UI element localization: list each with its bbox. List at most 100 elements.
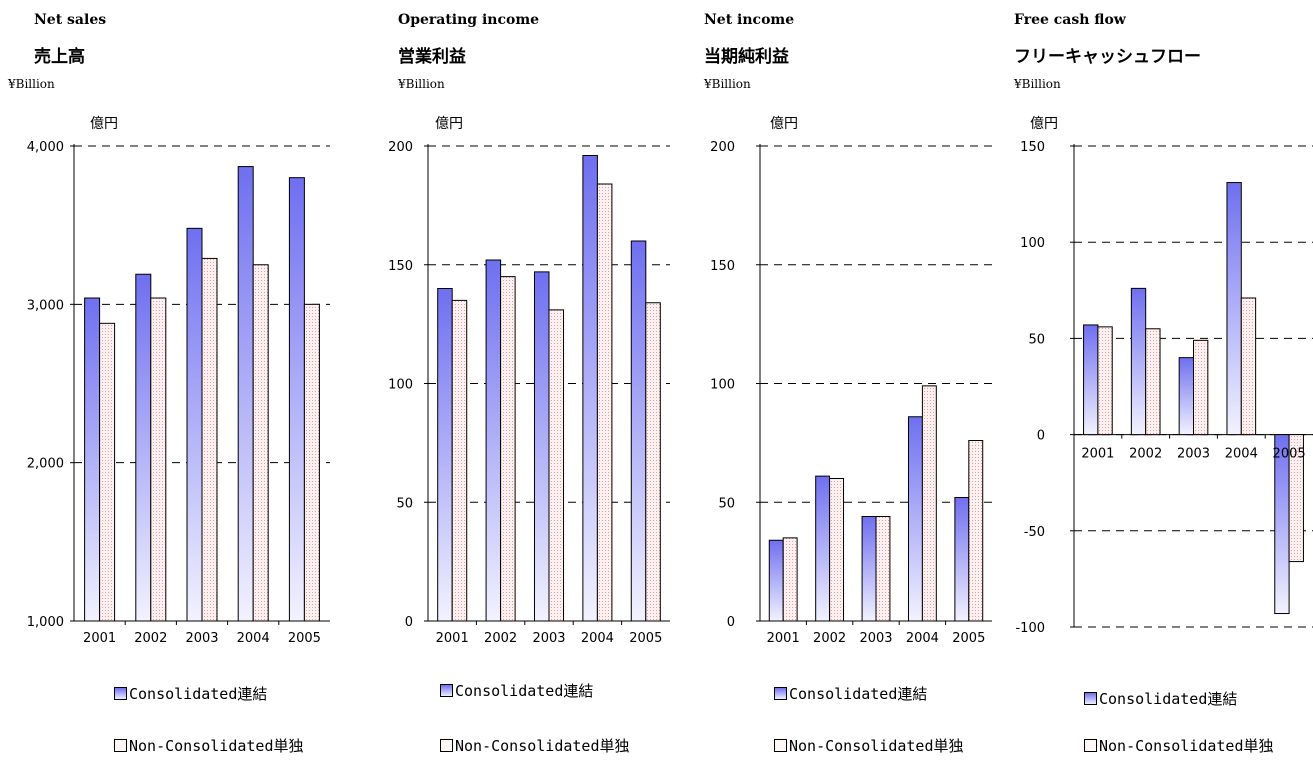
y-tick-label: 0 xyxy=(1037,429,1045,444)
legend-swatch-consolidated xyxy=(440,684,453,697)
bar-consolidated xyxy=(186,227,203,622)
chart-title-jp: 営業利益 xyxy=(398,47,466,67)
bar-consolidated xyxy=(907,416,923,622)
chart-title-jp: フリーキャッシュフロー xyxy=(1014,47,1201,67)
free-cash-flow-panel: Free cash flow フリーキャッシュフロー ¥Billion 億円 -1… xyxy=(1000,0,1313,760)
x-tick-label: 2005 xyxy=(1273,447,1306,462)
x-tick-label: 2001 xyxy=(767,631,800,646)
x-tick-label: 2005 xyxy=(288,631,321,646)
axis-unit-label: 億円 xyxy=(1030,116,1058,132)
y-tick-label: 1,000 xyxy=(27,615,64,630)
y-tick-label: -100 xyxy=(1015,621,1045,636)
net-sales-panel: Net sales 売上高 ¥Billion 億円 1,000 2,000 3,000… xyxy=(0,0,380,760)
legend-swatch-non-consolidated xyxy=(1084,739,1097,752)
y-tick-label: 200 xyxy=(710,140,735,155)
y-tick-label: 100 xyxy=(388,378,413,393)
bar-non-consolidated xyxy=(1097,326,1113,436)
bar-non-consolidated xyxy=(921,385,937,622)
bar-non-consolidated xyxy=(596,183,613,622)
axis-unit-label: 億円 xyxy=(770,116,798,132)
y-tick-label: 50 xyxy=(718,496,735,511)
bar-non-consolidated xyxy=(548,309,565,622)
bar-non-consolidated xyxy=(1288,434,1304,563)
legend-consolidated: Consolidated連結 xyxy=(440,680,593,701)
bar-consolidated xyxy=(485,259,502,622)
legend-label: Non-Consolidated単独 xyxy=(455,737,630,755)
bar-non-consolidated xyxy=(252,264,269,622)
chart-title-en: Net income xyxy=(704,12,795,28)
legend-swatch-non-consolidated xyxy=(114,739,127,752)
legend-label: Consolidated連結 xyxy=(1099,690,1238,708)
legend-non-consolidated: Non-Consolidated単独 xyxy=(440,735,630,756)
bar-non-consolidated xyxy=(150,297,167,622)
bar-consolidated xyxy=(768,539,784,622)
legend-label: Consolidated連結 xyxy=(455,682,594,700)
y-tick-label: -50 xyxy=(1024,525,1045,540)
bar-non-consolidated xyxy=(782,537,798,622)
y-tick-label: 50 xyxy=(1028,332,1045,347)
net-income-chart: 億円 0 50 100 150 200 2001 2002 2003 2004 2005 xyxy=(710,116,992,646)
x-tick-label: 2001 xyxy=(436,631,469,646)
legend-consolidated: Consolidated連結 xyxy=(1084,688,1237,709)
y-tick-label: 0 xyxy=(727,615,735,630)
bar-non-consolidated xyxy=(303,303,320,622)
unit-label: ¥Billion xyxy=(704,77,751,91)
bar-consolidated xyxy=(815,475,831,622)
legend-non-consolidated: Non-Consolidated単独 xyxy=(1084,735,1274,756)
x-tick-label: 2004 xyxy=(237,631,270,646)
x-tick-label: 2002 xyxy=(134,631,167,646)
bar-consolidated xyxy=(1178,357,1195,436)
x-tick-label: 2004 xyxy=(581,631,614,646)
bar-non-consolidated xyxy=(968,440,984,622)
bar-consolidated xyxy=(135,273,152,622)
legend-swatch-consolidated xyxy=(1084,692,1097,705)
x-tick-label: 2001 xyxy=(1081,447,1114,462)
bar-consolidated xyxy=(861,516,877,622)
bar-consolidated xyxy=(288,177,305,622)
y-tick-label: 150 xyxy=(1020,140,1045,155)
bar-consolidated xyxy=(1226,182,1242,436)
x-tick-label: 2003 xyxy=(859,631,892,646)
chart-title-jp: 売上高 xyxy=(34,47,85,67)
x-tick-label: 2005 xyxy=(952,631,985,646)
operating-income-panel: Operating income 営業利益 ¥Billion 億円 0 50 100 1… xyxy=(380,0,680,760)
x-tick-label: 2003 xyxy=(532,631,565,646)
bar-non-consolidated xyxy=(829,478,845,622)
legend-swatch-consolidated xyxy=(114,687,127,700)
unit-label: ¥Billion xyxy=(1014,77,1061,91)
unit-label: ¥Billion xyxy=(398,77,445,91)
x-tick-label: 2003 xyxy=(1177,447,1210,462)
bar-non-consolidated xyxy=(201,257,218,622)
bar-non-consolidated xyxy=(645,302,661,622)
net-income-panel: Net income 当期純利益 ¥Billion 億円 0 50 100 150 200… xyxy=(690,0,1000,760)
legend-label: Non-Consolidated単独 xyxy=(1099,737,1274,755)
unit-label: ¥Billion xyxy=(8,77,55,91)
bar-consolidated xyxy=(582,155,598,622)
bar-consolidated xyxy=(84,297,101,622)
x-tick-label: 2004 xyxy=(906,631,939,646)
chart-title-en: Net sales xyxy=(34,12,107,28)
legend-non-consolidated: Non-Consolidated単独 xyxy=(114,735,304,756)
bar-consolidated xyxy=(437,288,453,622)
legend-swatch-consolidated xyxy=(774,687,787,700)
free-cash-flow-chart: 億円 -100 -50 0 50 100 150 2001 2002 2003 2004 2005 xyxy=(1015,116,1313,636)
legend-label: Consolidated連結 xyxy=(129,685,268,703)
bar-consolidated xyxy=(1130,287,1147,436)
axis-unit-label: 億円 xyxy=(90,116,118,132)
axis-unit-label: 億円 xyxy=(435,116,463,132)
bar-non-consolidated xyxy=(1145,328,1161,436)
bar-non-consolidated xyxy=(1193,339,1209,436)
y-tick-label: 150 xyxy=(710,259,735,274)
x-tick-label: 2004 xyxy=(1225,447,1258,462)
y-tick-label: 3,000 xyxy=(27,298,64,313)
bar-consolidated xyxy=(954,497,970,622)
legend-swatch-non-consolidated xyxy=(440,739,453,752)
bar-non-consolidated xyxy=(1240,297,1257,436)
net-sales-chart: 億円 1,000 2,000 3,000 4,000 2001 2002 2003 2004 20… xyxy=(27,116,330,646)
y-tick-label: 0 xyxy=(405,615,413,630)
bar-consolidated xyxy=(1083,324,1099,436)
legend-consolidated: Consolidated連結 xyxy=(114,683,267,704)
y-tick-label: 50 xyxy=(396,496,413,511)
legend-non-consolidated: Non-Consolidated単独 xyxy=(774,735,964,756)
legend-label: Non-Consolidated単独 xyxy=(789,737,964,755)
